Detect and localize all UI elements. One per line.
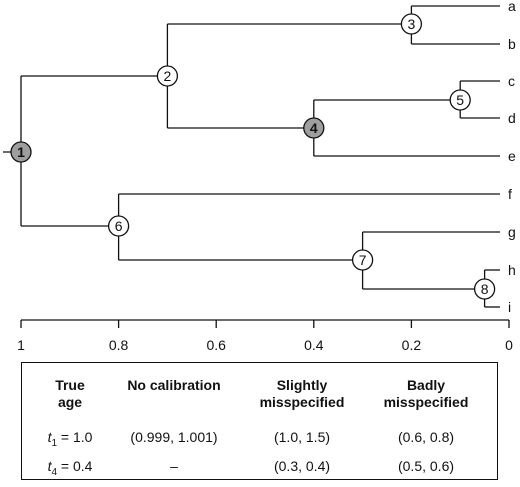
row2-no-calibration: –: [170, 458, 178, 474]
node-label-4: 4: [310, 120, 318, 136]
leaf-label-c: c: [508, 73, 515, 89]
node-circle-6: [107, 215, 130, 237]
leaf-label-b: b: [508, 36, 516, 52]
axis-tick-label: 1: [17, 337, 25, 353]
node-label-1: 1: [17, 144, 25, 160]
node-circle-7: [351, 249, 374, 271]
node-label-3: 3: [408, 16, 416, 32]
node-label-2: 2: [164, 68, 172, 84]
row2-slightly: (0.3, 0.4): [273, 458, 331, 474]
leaf-label-e: e: [508, 148, 516, 164]
header-badly-misspecified: Badly misspecified: [383, 377, 469, 410]
node-circle-5: [449, 89, 471, 111]
table-row: t4 = 0.4: [47, 458, 93, 478]
node-label-8: 8: [481, 281, 489, 297]
node-circle-2: [156, 65, 179, 87]
node-circle-3: [400, 13, 423, 35]
axis-tick-label: 0.6: [206, 337, 226, 353]
header-slightly-misspecified: Slightly misspecified: [259, 377, 345, 410]
header-true-age: True age: [55, 377, 85, 410]
node-label-5: 5: [456, 92, 464, 108]
row2-badly: (0.5, 0.6): [397, 458, 455, 474]
axis-tick-label: 0: [505, 337, 513, 353]
row1-no-calibration: (0.999, 1.001): [130, 429, 218, 445]
node-label-7: 7: [359, 252, 367, 268]
leaf-label-d: d: [508, 110, 516, 126]
node-circle-4: [303, 117, 325, 139]
leaf-label-i: i: [508, 299, 511, 315]
leaf-label-a: a: [508, 0, 516, 14]
leaf-label-g: g: [508, 224, 516, 240]
axis-tick-label: 0.2: [402, 337, 422, 353]
leaf-label-h: h: [508, 262, 516, 278]
phylogenetic-tree: a b c d e f g h i 1 2 3 4 5 6 7 8 1 0.8 0.6 0.4 0.2 0: [3, 0, 516, 353]
table-row: t1 = 1.0: [47, 429, 93, 449]
axis-tick-label: 0.8: [109, 337, 129, 353]
header-no-calibration: No calibration: [127, 377, 221, 393]
node-circle-1: [10, 141, 32, 163]
node-label-6: 6: [115, 218, 123, 234]
axis-tick-label: 0.4: [304, 337, 324, 353]
calibration-table: True age No calibration Slightly misspec…: [21, 362, 498, 480]
row1-slightly: (1.0, 1.5): [273, 429, 331, 445]
node-circle-8: [473, 278, 496, 300]
row1-badly: (0.6, 0.8): [397, 429, 455, 445]
leaf-label-f: f: [508, 186, 512, 202]
